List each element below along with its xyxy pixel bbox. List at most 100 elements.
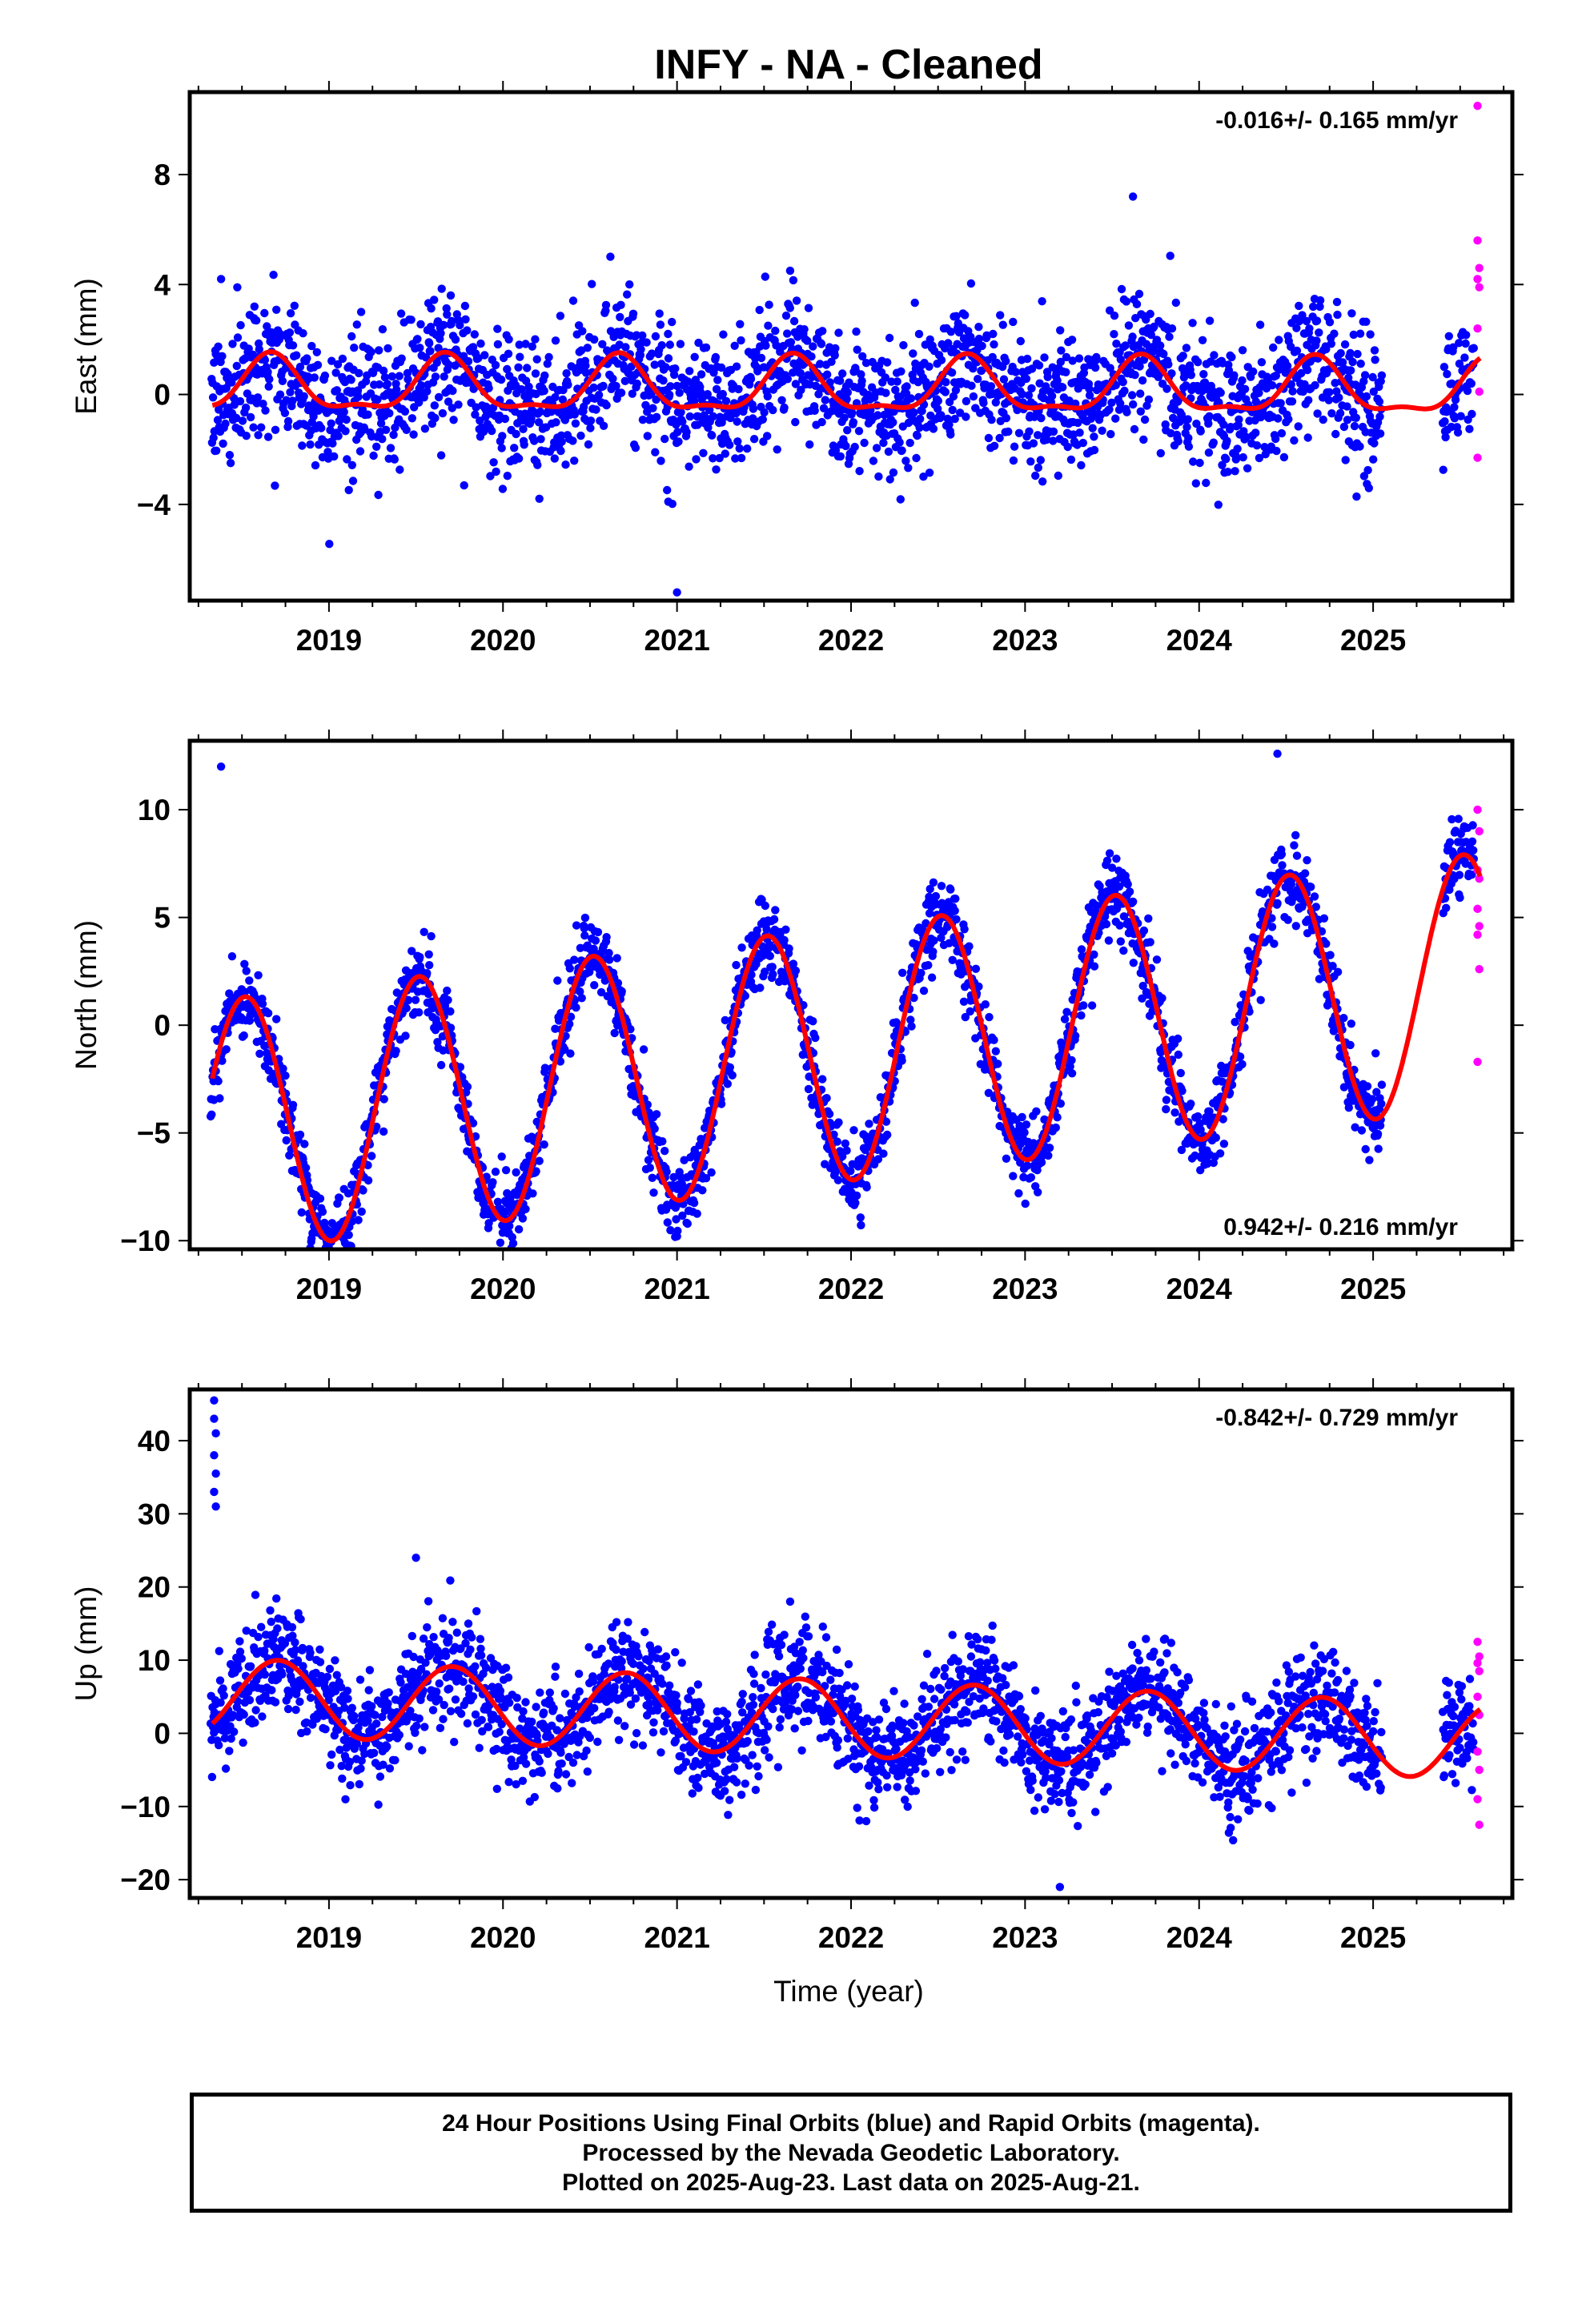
final-point [1233, 444, 1242, 453]
final-point [400, 407, 410, 416]
final-point [220, 1734, 230, 1743]
final-point [320, 371, 330, 380]
final-point [343, 1262, 351, 1270]
final-point [917, 407, 926, 416]
final-point [974, 982, 983, 991]
final-point [612, 381, 620, 391]
final-point [1114, 405, 1124, 414]
final-point [387, 372, 396, 381]
final-point [540, 1140, 548, 1149]
final-point [1098, 426, 1106, 435]
final-point [648, 1173, 656, 1183]
final-point [514, 363, 523, 372]
y-tick-label: 40 [138, 1425, 171, 1458]
final-point [599, 421, 608, 430]
final-point [1272, 446, 1281, 456]
final-point [571, 419, 580, 428]
final-point [1158, 994, 1166, 1003]
rate-annotation: 0.942+/- 0.216 mm/yr [1223, 1214, 1458, 1240]
final-point [1207, 357, 1215, 366]
y-axis-label: North (mm) [70, 920, 102, 1070]
final-point [925, 362, 934, 371]
final-point [857, 376, 866, 385]
final-point [572, 1003, 580, 1012]
final-point [306, 440, 315, 449]
final-point [1090, 432, 1098, 441]
final-point [655, 309, 664, 318]
final-point [1273, 749, 1282, 758]
final-point [460, 301, 470, 311]
final-point [650, 360, 659, 369]
final-point [517, 385, 526, 394]
final-point [599, 381, 608, 391]
final-point [299, 329, 307, 338]
final-point [1218, 460, 1227, 469]
final-point [1267, 923, 1277, 931]
final-point [341, 427, 350, 436]
x-tick-label: 2020 [470, 1921, 536, 1954]
final-point [253, 393, 263, 402]
final-point [1205, 1107, 1214, 1116]
y-tick-label: 30 [138, 1498, 171, 1530]
final-point [1364, 484, 1374, 493]
final-point [498, 432, 507, 440]
final-point [512, 429, 520, 439]
final-point [1445, 838, 1455, 846]
final-point [989, 329, 998, 339]
final-point [566, 1049, 575, 1058]
final-point [1026, 1173, 1036, 1182]
final-point [1315, 296, 1325, 305]
final-point [1152, 955, 1162, 964]
final-point [715, 453, 724, 463]
final-point [286, 388, 295, 396]
final-point [1269, 343, 1278, 352]
final-point [1104, 936, 1114, 945]
final-point [946, 328, 956, 336]
final-point [842, 1146, 851, 1155]
final-point [1251, 428, 1260, 437]
final-point [604, 948, 613, 958]
final-point [1215, 1149, 1225, 1158]
final-point [998, 320, 1008, 329]
final-point [1048, 363, 1057, 372]
final-point [493, 1197, 503, 1207]
y-tick-label: 10 [138, 794, 171, 826]
final-point [403, 368, 412, 378]
final-point [685, 367, 694, 376]
final-point [1027, 384, 1036, 393]
final-point [328, 439, 337, 448]
final-point [331, 1255, 339, 1263]
final-point [1297, 368, 1306, 378]
final-point [572, 921, 581, 930]
final-point [309, 412, 318, 421]
final-point [532, 1167, 540, 1176]
final-point [1186, 1100, 1195, 1108]
final-point [981, 1000, 990, 1009]
final-point [427, 931, 436, 941]
final-point [860, 438, 869, 448]
final-point [528, 342, 536, 351]
final-point [1136, 389, 1145, 398]
final-point [1092, 901, 1101, 910]
final-point [228, 340, 237, 348]
final-point [1174, 1050, 1183, 1059]
final-point [214, 1076, 223, 1086]
final-point [656, 320, 665, 329]
final-point [500, 414, 510, 424]
final-point [1322, 939, 1331, 948]
final-point [1144, 395, 1154, 404]
final-point [1319, 914, 1329, 923]
final-point [990, 1035, 998, 1044]
final-point [825, 1109, 834, 1119]
final-point [1128, 332, 1137, 341]
final-point [804, 304, 813, 312]
final-point [496, 375, 506, 384]
final-point [350, 344, 359, 352]
final-point [834, 328, 843, 337]
final-point [564, 380, 572, 389]
final-orbit-points [206, 1396, 1484, 1892]
final-point [616, 388, 626, 397]
final-point [1128, 192, 1138, 201]
final-point [780, 403, 789, 412]
final-point [1363, 465, 1372, 475]
